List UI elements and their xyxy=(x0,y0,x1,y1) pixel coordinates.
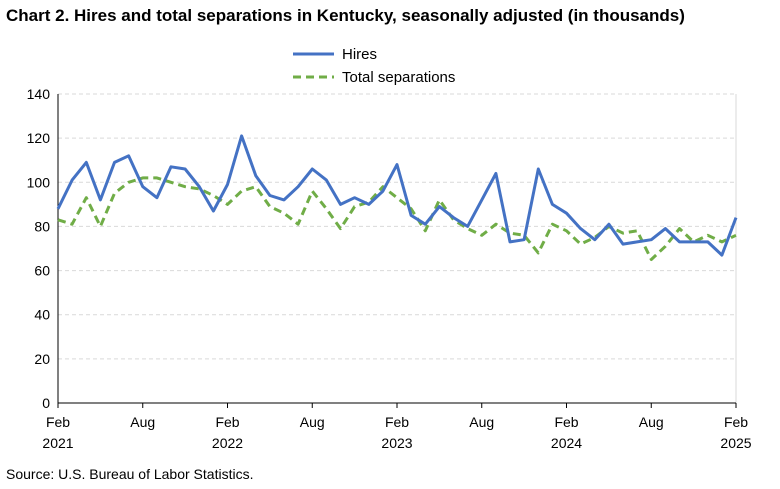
y-axis-tick-labels: 0 20 40 60 80 100 120 140 xyxy=(27,86,51,411)
x-tick-label-year: 2022 xyxy=(212,435,243,451)
y-tick-label: 0 xyxy=(42,395,50,411)
gridlines xyxy=(58,93,736,360)
source-note: Source: U.S. Bureau of Labor Statistics. xyxy=(6,466,254,482)
x-tick-label-month: Feb xyxy=(385,414,409,430)
axes xyxy=(57,94,737,404)
y-tick-label: 60 xyxy=(34,263,50,279)
x-tick-label-month: Feb xyxy=(554,414,578,430)
y-tick-label: 40 xyxy=(34,307,50,323)
x-axis-tick-labels: Feb 2021 Aug Feb 2022 Aug Feb 2023 Aug Feb 2024 Aug… xyxy=(42,403,752,451)
legend-label: Total separations xyxy=(342,69,455,86)
x-tick-label-month: Aug xyxy=(469,414,494,430)
x-tick-label-month: Feb xyxy=(724,414,748,430)
x-tick-label-year: 2024 xyxy=(551,435,582,451)
series-lines xyxy=(56,134,738,261)
legend: Hires Total separations xyxy=(293,46,455,86)
chart-title: Chart 2. Hires and total separations in … xyxy=(6,6,685,25)
x-tick-label-month: Aug xyxy=(300,414,325,430)
series-line-total-separations xyxy=(57,176,737,261)
y-tick-label: 100 xyxy=(27,174,51,190)
series-line-hires xyxy=(56,134,738,257)
legend-label: Hires xyxy=(342,46,377,63)
x-tick-label-year: 2021 xyxy=(42,435,73,451)
x-tick-label-year: 2025 xyxy=(720,435,751,451)
x-tick-label-month: Feb xyxy=(46,414,70,430)
y-tick-label: 120 xyxy=(27,130,51,146)
y-tick-label: 20 xyxy=(34,351,50,367)
x-tick-label-month: Aug xyxy=(639,414,664,430)
y-tick-label: 140 xyxy=(27,86,51,102)
x-tick-label-year: 2023 xyxy=(381,435,412,451)
y-tick-label: 80 xyxy=(34,218,50,234)
x-tick-label-month: Feb xyxy=(215,414,239,430)
x-tick-label-month: Aug xyxy=(130,414,155,430)
